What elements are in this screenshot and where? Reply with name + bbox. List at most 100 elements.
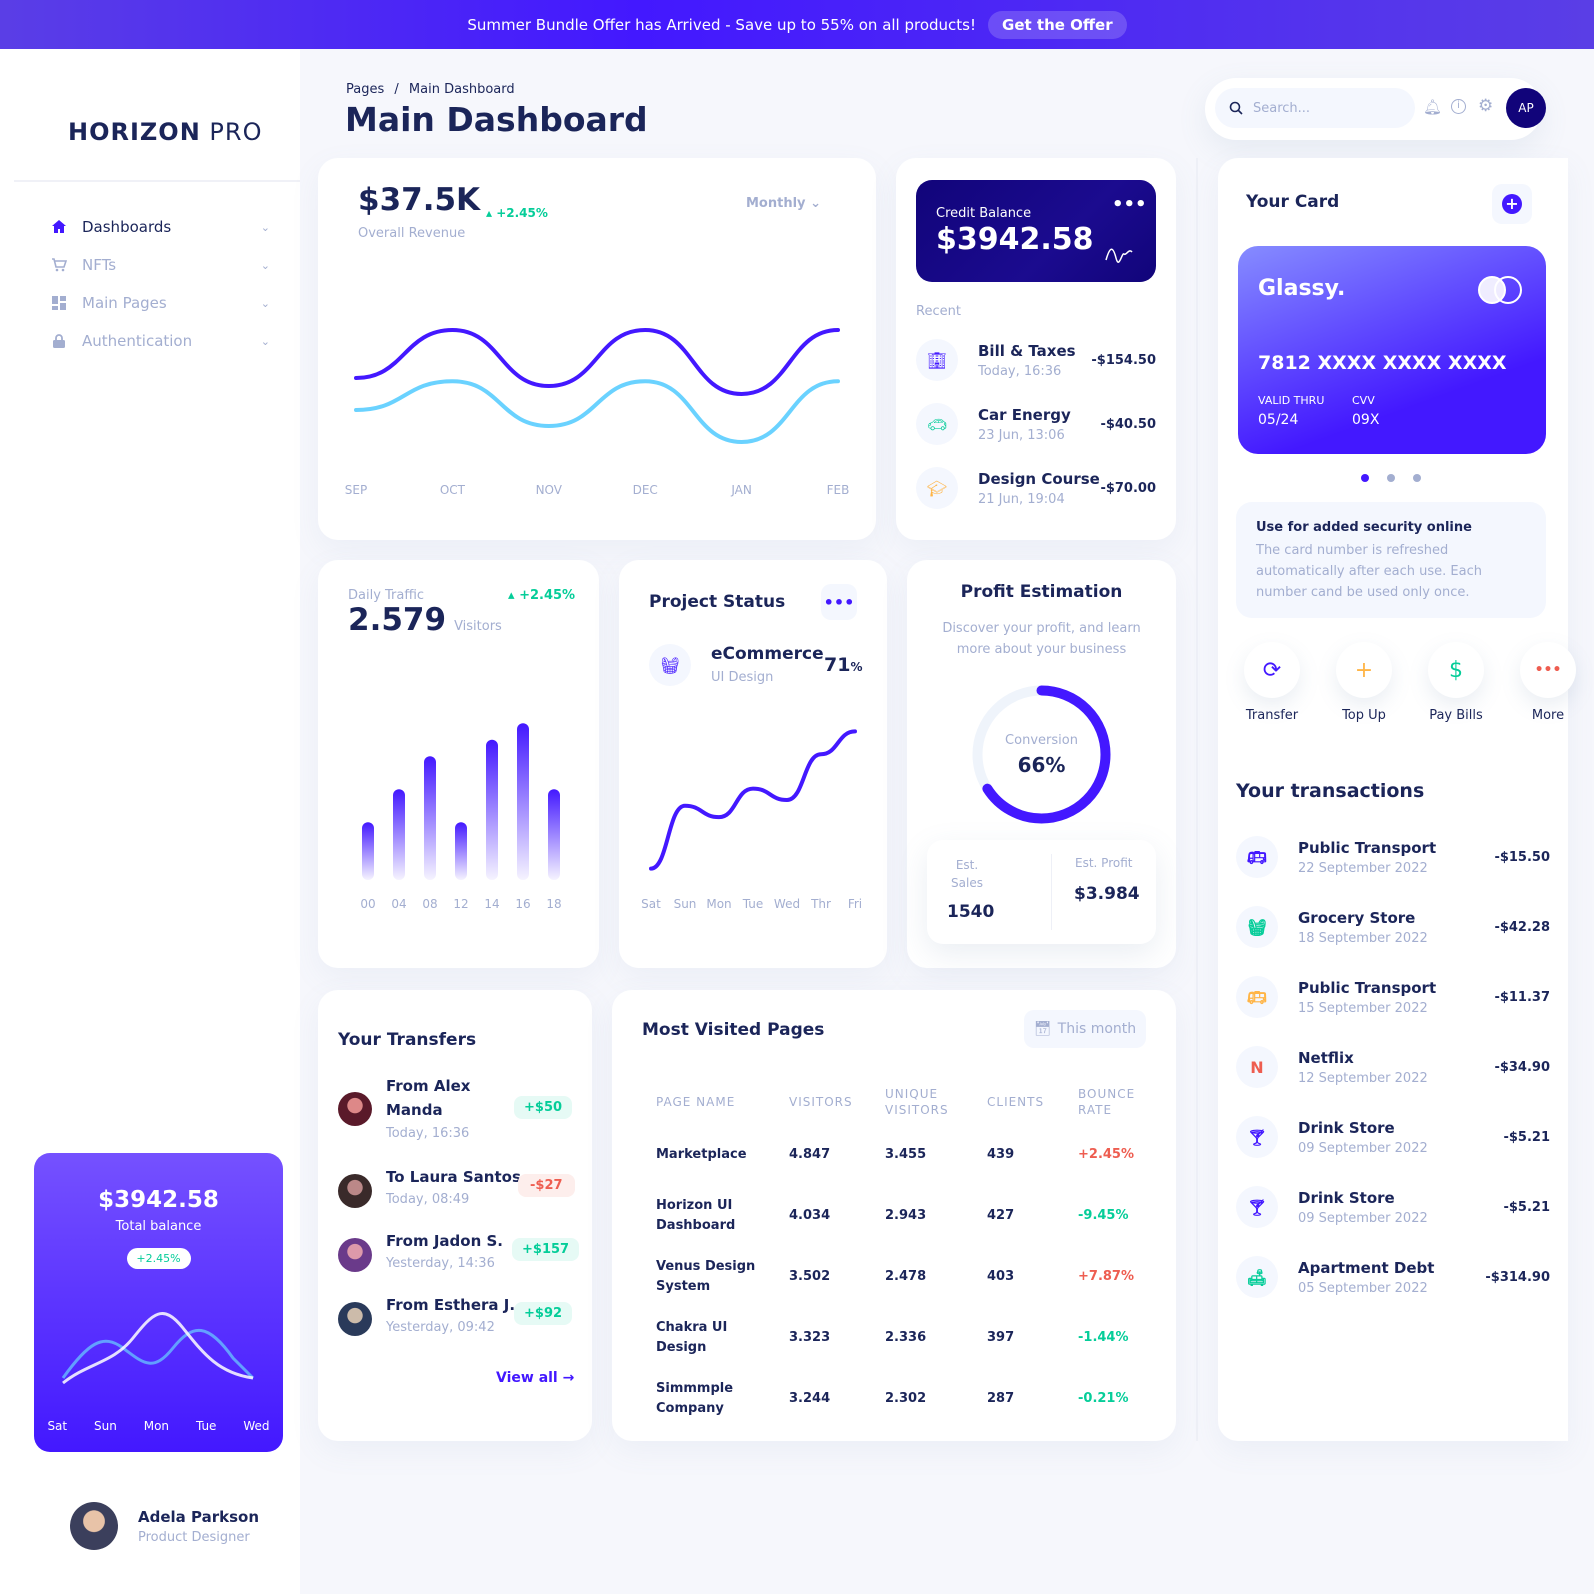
- transaction-amount: -$34.90: [1494, 1059, 1550, 1075]
- transaction-amount: -$5.21: [1503, 1199, 1550, 1215]
- sidebar-item-dashboards[interactable]: Dashboards ⌄: [50, 214, 270, 240]
- table-row[interactable]: Marketplace 4.847 3.455 439 +2.45%: [648, 1124, 1158, 1185]
- info-icon[interactable]: i: [1451, 99, 1466, 114]
- sidebar-item-authentication[interactable]: Authentication ⌄: [50, 328, 270, 354]
- more-icon[interactable]: •••: [821, 584, 857, 620]
- x-tick-label: 08: [422, 897, 437, 911]
- search-input[interactable]: Search...: [1215, 88, 1415, 128]
- search-icon: [1229, 101, 1243, 115]
- table-row[interactable]: Simmmple Company 3.244 2.302 287 -0.21%: [648, 1368, 1158, 1429]
- app-logo[interactable]: HORIZON PRO: [68, 118, 263, 146]
- date-filter-button[interactable]: 📅︎ This month: [1024, 1010, 1146, 1048]
- list-item[interactable]: 🧺︎ Grocery Store 18 September 2022 -$42.28: [1236, 892, 1550, 962]
- user-profile[interactable]: Adela Parkson Product Designer: [70, 1502, 259, 1550]
- revenue-line-chart: SEP OCT NOV DEC JAN FEB: [345, 327, 849, 497]
- pages-table: PAGE NAME VISITORS UNIQUE VISITORS CLIEN…: [648, 1080, 1158, 1429]
- plus-icon: +: [1502, 194, 1522, 214]
- x-tick-label: 14: [484, 897, 499, 911]
- est-profit-label: Est. Profit: [1075, 856, 1133, 870]
- bus-icon: 🚌︎: [1236, 836, 1278, 878]
- transactions-list: 🚌︎ Public Transport 22 September 2022 -$15.…: [1236, 822, 1550, 1312]
- sidebar-item-main-pages[interactable]: Main Pages ⌄: [50, 290, 270, 316]
- chevron-down-icon[interactable]: ⌄: [260, 258, 270, 272]
- breadcrumb-root[interactable]: Pages: [346, 82, 385, 97]
- table-cell-bounce: +7.87%: [1078, 1269, 1134, 1284]
- sidebar-item-nfts[interactable]: NFTs ⌄: [50, 252, 270, 278]
- table-cell-clients: 403: [987, 1269, 1015, 1284]
- list-item[interactable]: From Alex Manda Today, 16:36 +$50: [338, 1077, 573, 1170]
- list-item[interactable]: 🚌︎ Public Transport 22 September 2022 -$15.…: [1236, 822, 1550, 892]
- list-item[interactable]: 🚌︎ Public Transport 15 September 2022 -$11.…: [1236, 962, 1550, 1032]
- avatar[interactable]: [70, 1502, 118, 1550]
- day-label: Mon: [143, 1419, 170, 1433]
- bell-icon[interactable]: 🔔︎: [1423, 98, 1443, 116]
- list-item[interactable]: 🏢︎ Bill & Taxes Today, 16:36 -$154.50: [916, 328, 1156, 392]
- graduation-icon: 🎓︎: [916, 467, 958, 509]
- top-up-button[interactable]: + Top Up: [1336, 642, 1392, 723]
- profit-title: Profit Estimation: [960, 582, 1123, 602]
- est-sales-label: Est. Sales: [951, 858, 983, 890]
- transfers-title: Your Transfers: [338, 1030, 477, 1050]
- list-item[interactable]: N Netflix 12 September 2022 -$34.90: [1236, 1032, 1550, 1102]
- most-visited-title: Most Visited Pages: [642, 1020, 825, 1040]
- list-item[interactable]: 🚗︎ Car Energy 23 Jun, 13:06 -$40.50: [916, 392, 1156, 456]
- balance-promo-card: $3942.58 Total balance +2.45% Sat Sun Mo…: [34, 1153, 283, 1452]
- view-all-link[interactable]: View all →: [496, 1370, 575, 1386]
- table-row[interactable]: Chakra UI Design 3.323 2.336 397 -1.44%: [648, 1307, 1158, 1368]
- column-header[interactable]: VISITORS: [789, 1095, 853, 1109]
- payment-card[interactable]: Glassy. 7812 XXXX XXXX XXXX VALID THRU 0…: [1238, 246, 1546, 454]
- list-item[interactable]: 🎓︎ Design Course 21 Jun, 19:04 -$70.00: [916, 456, 1156, 520]
- add-card-button[interactable]: +: [1492, 184, 1532, 224]
- transfer-button[interactable]: ⟳ Transfer: [1244, 642, 1300, 723]
- lock-icon: [50, 332, 68, 350]
- transaction-amount: -$314.90: [1485, 1269, 1550, 1285]
- list-item[interactable]: 🍸︎ Drink Store 09 September 2022 -$5.21: [1236, 1172, 1550, 1242]
- user-avatar[interactable]: AP: [1506, 88, 1546, 128]
- transaction-name: Drink Store: [1298, 1188, 1395, 1207]
- amount: -$154.50: [1091, 352, 1156, 368]
- valid-thru-value: 05/24: [1258, 412, 1299, 428]
- x-tick-label: JAN: [730, 483, 752, 497]
- list-item[interactable]: From Esthera J. Yesterday, 09:42 +$92: [338, 1296, 573, 1362]
- total-balance-amount: $3942.58: [98, 1187, 219, 1213]
- table-row[interactable]: Horizon UI Dashboard 4.034 2.943 427 -9.45%: [648, 1185, 1158, 1246]
- period-select[interactable]: Monthly ⌄: [746, 196, 821, 211]
- list-item[interactable]: From Jadon S. Yesterday, 14:36 +$157: [338, 1232, 580, 1298]
- column-header[interactable]: BOUNCE RATE: [1078, 1087, 1136, 1117]
- chevron-down-icon[interactable]: ⌄: [260, 220, 270, 234]
- pagination-dot[interactable]: [1387, 474, 1395, 482]
- pagination-dot[interactable]: [1413, 474, 1421, 482]
- grid-icon: [50, 294, 68, 312]
- column-header[interactable]: CLIENTS: [987, 1095, 1045, 1109]
- transfer-amount: +$50: [514, 1096, 573, 1119]
- avatar: [338, 1092, 372, 1126]
- table-row[interactable]: Venus Design System 3.502 2.478 403 +7.87%: [648, 1246, 1158, 1307]
- table-cell-name: Simmmple Company: [656, 1380, 734, 1416]
- column-header[interactable]: UNIQUE VISITORS: [885, 1087, 949, 1117]
- x-tick-label: OCT: [440, 483, 466, 497]
- column-header[interactable]: PAGE NAME: [656, 1095, 736, 1109]
- sofa-icon: 🛋︎: [1236, 1256, 1278, 1298]
- more-icon[interactable]: •••: [1112, 194, 1147, 215]
- arrow-up-icon: ▴: [508, 588, 520, 603]
- table-cell-unique: 2.478: [885, 1269, 927, 1284]
- get-offer-button[interactable]: Get the Offer: [988, 10, 1127, 39]
- home-icon: [50, 218, 68, 236]
- arrow-up-icon: ▴: [486, 206, 497, 220]
- transaction-name: Grocery Store: [1298, 908, 1416, 927]
- list-item[interactable]: 🛋︎ Apartment Debt 05 September 2022 -$314.9…: [1236, 1242, 1550, 1312]
- list-item[interactable]: To Laura Santos Today, 08:49 -$27: [338, 1168, 575, 1234]
- chevron-down-icon[interactable]: ⌄: [260, 334, 270, 348]
- pagination-dot[interactable]: [1361, 474, 1369, 482]
- plus-icon: +: [1336, 642, 1392, 698]
- chevron-down-icon[interactable]: ⌄: [260, 296, 270, 310]
- revenue-series-line: [354, 379, 840, 445]
- card-number: 7812 XXXX XXXX XXXX: [1258, 352, 1507, 374]
- gear-icon[interactable]: ⚙: [1478, 96, 1494, 116]
- wave-icon: [1105, 248, 1133, 263]
- more-button[interactable]: ••• More: [1520, 642, 1576, 723]
- more-icon: •••: [1520, 642, 1576, 698]
- arrow-right-icon: →: [562, 1370, 575, 1386]
- pay-bills-button[interactable]: $ Pay Bills: [1428, 642, 1484, 723]
- list-item[interactable]: 🍸︎ Drink Store 09 September 2022 -$5.21: [1236, 1102, 1550, 1172]
